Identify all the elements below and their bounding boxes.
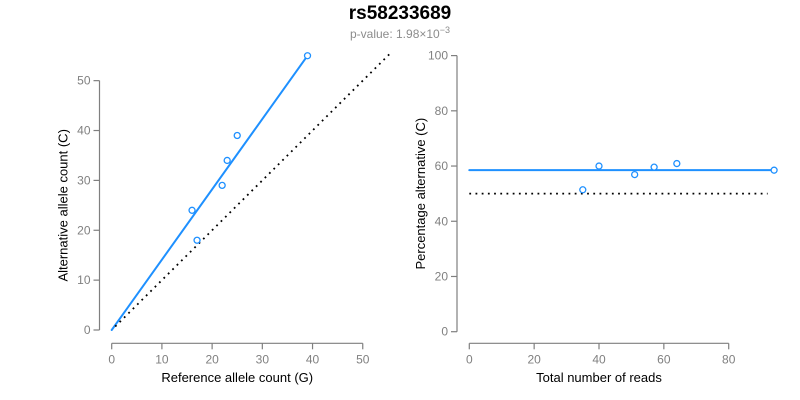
data-point xyxy=(303,52,312,60)
p-value-exponent: −3 xyxy=(439,25,450,35)
data-point xyxy=(595,162,603,170)
y-tick-label: 60 xyxy=(435,159,449,173)
y-axis-title: Percentage alternative (C) xyxy=(413,118,428,270)
p-value-text: p-value: 1.98×10 xyxy=(349,27,440,41)
x-tick-label: 0 xyxy=(108,352,115,366)
x-tick-label: 20 xyxy=(205,352,219,366)
fit-line xyxy=(110,54,309,331)
allele-count-scatter: 0 10 20 30 40 50 0 10 20 30 40 50 Reference allele c… xyxy=(56,52,391,385)
x-tick-label: 40 xyxy=(306,352,320,366)
data-point xyxy=(218,181,226,190)
percentage-alternative-scatter: 0 20 40 60 80 0 20 40 60 80 100 Total number of rea… xyxy=(413,49,778,385)
data-point xyxy=(631,170,639,179)
y-tick-label: 50 xyxy=(77,74,91,88)
identity-line xyxy=(114,52,391,328)
x-tick-label: 80 xyxy=(722,352,736,366)
x-tick-label: 40 xyxy=(592,352,606,366)
data-point xyxy=(770,166,778,174)
data-point xyxy=(188,206,196,214)
y-tick-label: 40 xyxy=(77,124,91,138)
x-tick-label: 10 xyxy=(155,352,169,366)
y-tick-label: 20 xyxy=(77,223,91,237)
x-tick-label: 0 xyxy=(466,352,473,366)
y-tick-label: 80 xyxy=(435,104,449,118)
data-point xyxy=(233,131,241,140)
y-tick-label: 0 xyxy=(441,325,448,339)
x-tick-label: 20 xyxy=(527,352,541,366)
y-tick-label: 40 xyxy=(435,214,449,228)
data-point xyxy=(223,156,231,165)
y-tick-label: 20 xyxy=(435,269,449,283)
x-axis-title: Total number of reads xyxy=(536,370,662,385)
x-tick-label: 60 xyxy=(657,352,671,366)
data-point xyxy=(579,186,587,194)
x-tick-label: 30 xyxy=(256,352,270,366)
y-tick-label: 0 xyxy=(84,323,91,337)
x-tick-label: 50 xyxy=(356,352,370,366)
x-axis-title: Reference allele count (G) xyxy=(161,370,313,385)
y-tick-label: 10 xyxy=(77,273,91,287)
y-tick-label: 100 xyxy=(428,49,448,63)
plot-subtitle: p-value: 1.98×10−3 xyxy=(0,25,800,41)
y-tick-label: 30 xyxy=(77,173,91,187)
data-point xyxy=(193,236,201,244)
data-point xyxy=(650,163,658,171)
y-axis-title: Alternative allele count (C) xyxy=(56,129,71,281)
data-point xyxy=(673,159,681,168)
plot-title: rs58233689 xyxy=(348,3,452,24)
